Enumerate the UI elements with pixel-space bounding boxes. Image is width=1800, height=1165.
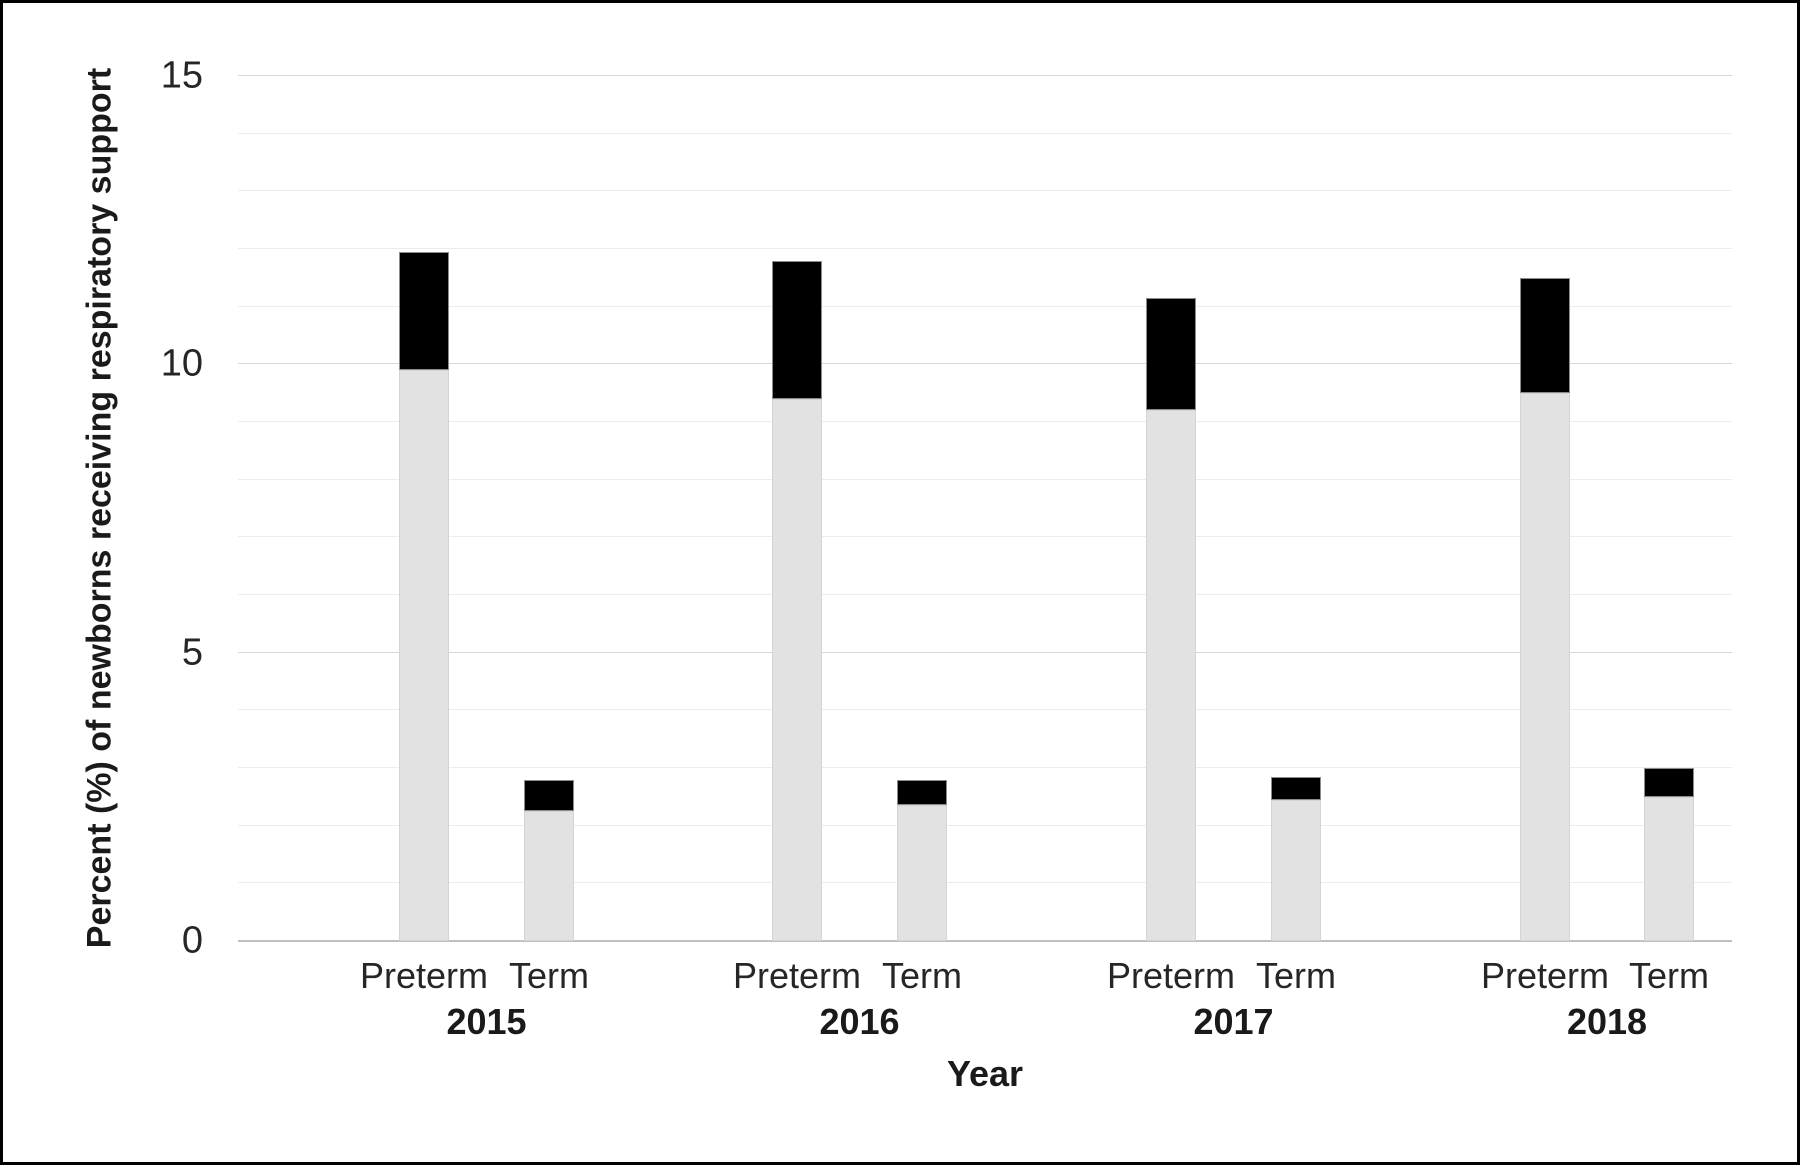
x-axis-line <box>238 940 1732 942</box>
year-label-2018: 2018 <box>1566 1001 1648 1042</box>
bar-2015-term-gray-segment <box>524 811 574 941</box>
gridline-1 <box>238 882 1732 884</box>
bar-2015-preterm-gray-segment <box>399 370 449 941</box>
gridline-7 <box>238 536 1732 538</box>
gridline-13 <box>238 190 1732 192</box>
bar-2016-term-gray-segment <box>897 805 947 941</box>
category-label-2016-term: Term <box>882 955 962 996</box>
category-label-2018-preterm: Preterm <box>1480 955 1610 996</box>
bar-2017-term-black-segment <box>1271 776 1321 800</box>
bar-2015-term-black-segment <box>524 779 574 812</box>
category-label-2018-term: Term <box>1629 955 1709 996</box>
bar-2016-preterm-black-segment <box>772 260 822 399</box>
bar-2018-preterm-gray-segment <box>1520 393 1570 941</box>
gridline-11 <box>238 305 1732 307</box>
bar-2018-preterm-black-segment <box>1520 277 1570 394</box>
year-label-2016: 2016 <box>819 1001 900 1042</box>
gridline-14 <box>238 132 1732 134</box>
category-label-2015-term: Term <box>509 955 589 996</box>
gridline-9 <box>238 421 1732 422</box>
gridline-3 <box>238 767 1732 768</box>
year-label-2017: 2017 <box>1193 1001 1274 1042</box>
bar-2018-term-black-segment <box>1644 768 1694 797</box>
category-label-2015-preterm: Preterm <box>359 955 489 996</box>
gridline-4 <box>238 709 1732 711</box>
y-tick-label-10: 10 <box>160 342 203 385</box>
y-tick-label-0: 0 <box>181 919 203 962</box>
category-label-2017-preterm: Preterm <box>1106 955 1236 996</box>
bar-2016-preterm-gray-segment <box>772 398 822 941</box>
year-label-2015: 2015 <box>446 1001 527 1042</box>
gridline-6 <box>238 594 1732 595</box>
gridline-15 <box>238 75 1732 76</box>
bar-2017-preterm-gray-segment <box>1146 410 1196 941</box>
x-axis-title: Year <box>946 1053 1024 1094</box>
gridline-12 <box>238 248 1732 249</box>
bar-2017-preterm-black-segment <box>1146 298 1196 411</box>
bar-2017-term-gray-segment <box>1271 799 1321 941</box>
y-tick-label-5: 5 <box>181 631 203 674</box>
bar-2016-term-black-segment <box>897 779 947 806</box>
gridline-2 <box>238 824 1732 826</box>
gridline-10 <box>238 363 1732 365</box>
gridline-8 <box>238 478 1732 480</box>
bar-2018-term-gray-segment <box>1644 796 1694 941</box>
y-tick-label-15: 15 <box>160 54 203 97</box>
category-label-2017-term: Term <box>1256 955 1336 996</box>
gridline-5 <box>238 651 1732 653</box>
category-label-2016-preterm: Preterm <box>732 955 862 996</box>
y-axis-title: Percent (%) of newborns receiving respir… <box>80 67 119 949</box>
bar-2015-preterm-black-segment <box>399 251 449 371</box>
chart-plot-area <box>238 75 1732 942</box>
